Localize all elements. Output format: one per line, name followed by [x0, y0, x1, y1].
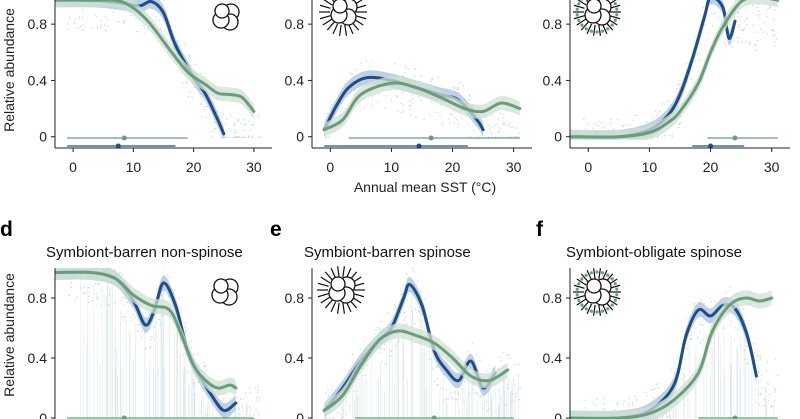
- y-axis-label-bottom: Relative abundance: [1, 273, 17, 397]
- series-green-line: [570, 0, 780, 139]
- range-blue-mean: [708, 143, 714, 149]
- panel-f-title: Symbiont-obligate spinose: [566, 244, 742, 261]
- x-tick-label: 10: [642, 159, 658, 175]
- x-tick-label: 0: [326, 159, 334, 175]
- foram-spinose-symbiont-icon: [573, 268, 621, 316]
- series-green-line: [570, 296, 774, 419]
- series-blue-band: [55, 0, 224, 140]
- series-blue-band: [324, 276, 496, 418]
- series-green-line: [55, 270, 238, 390]
- panel-e-title: Symbiont-barren spinose: [304, 244, 471, 261]
- x-tick-label: 20: [703, 159, 719, 175]
- y-tick-label: 0: [554, 129, 562, 145]
- series-green-line: [322, 81, 522, 132]
- y-tick-label: 0: [554, 410, 562, 419]
- series-green-band: [570, 290, 772, 419]
- y-tick-label: 0.4: [285, 72, 305, 88]
- series-green-band: [570, 0, 778, 141]
- panel-f-plot: [570, 286, 779, 419]
- y-tick-label: 0.8: [543, 290, 563, 306]
- series-blue-band: [55, 268, 236, 419]
- series-green-band: [324, 75, 520, 137]
- range-green-mean: [732, 415, 738, 419]
- y-tick-label: 0.8: [28, 16, 48, 32]
- y-tick-label: 0: [39, 410, 47, 419]
- range-green-mean: [121, 135, 127, 141]
- range-green-mean: [732, 135, 738, 141]
- panel-d-letter: d: [0, 218, 13, 241]
- x-tick-label: 20: [445, 159, 461, 175]
- x-tick-label: 10: [126, 159, 142, 175]
- y-tick-label: 0.4: [543, 72, 563, 88]
- series-green-band: [55, 268, 236, 396]
- panel-b: 0 0.4 0.8 0 10 20 30: [285, 0, 532, 175]
- range-green-mean: [121, 415, 127, 419]
- panel-e-letter: e: [270, 218, 282, 241]
- panel-f: 0 0.4 0.8: [543, 268, 779, 419]
- y-tick-label: 0.4: [28, 350, 48, 366]
- scatter-cloud: [324, 268, 521, 419]
- foram-spinose-icon: [319, 0, 367, 36]
- y-tick-label: 0.8: [543, 16, 563, 32]
- panel-e-plot: [322, 268, 521, 419]
- y-tick-label: 0: [296, 410, 304, 419]
- foram-spinose-icon: [317, 266, 365, 314]
- series-green-line: [55, 0, 256, 113]
- x-tick-label: 20: [186, 159, 202, 175]
- range-green-mean: [428, 135, 434, 141]
- x-tick-label: 30: [764, 159, 780, 175]
- x-tick-label: 30: [506, 159, 522, 175]
- x-tick-label: 0: [584, 159, 592, 175]
- series-green-line: [322, 329, 510, 412]
- x-tick-label: 0: [69, 159, 77, 175]
- y-tick-label: 0: [296, 129, 304, 145]
- x-tick-label: 30: [246, 159, 262, 175]
- panel-f-letter: f: [536, 218, 544, 241]
- panel-a-plot: [55, 0, 261, 140]
- y-tick-label: 0.4: [28, 72, 48, 88]
- panel-d-title: Symbiont-barren non-spinose: [46, 244, 243, 261]
- panel-c-plot: [570, 0, 780, 141]
- panel-c: 0 0.4 0.8 0 10 20 30: [543, 0, 790, 175]
- panel-e: 0 0.4 0.8: [285, 266, 521, 419]
- series-green-band: [55, 0, 254, 119]
- range-blue-mean: [115, 143, 121, 149]
- y-tick-label: 0.8: [28, 290, 48, 306]
- series-green-band: [324, 323, 508, 418]
- range-blue-mean: [416, 143, 422, 149]
- foram-spinose-symbiont-icon: [573, 0, 621, 36]
- y-tick-label: 0.4: [543, 350, 563, 366]
- panel-a: 0 0.4 0.8 0 10 20 30: [28, 0, 272, 175]
- foram-nonspinose-icon: [212, 3, 240, 31]
- y-tick-label: 0: [39, 129, 47, 145]
- x-axis-label: Annual mean SST (°C): [354, 179, 496, 195]
- x-tick-label: 10: [384, 159, 400, 175]
- foram-nonspinose-icon: [211, 278, 239, 306]
- scatter-cloud: [584, 286, 779, 419]
- panel-d: 0 0.4 0.8: [28, 268, 261, 419]
- y-tick-label: 0.4: [285, 350, 305, 366]
- y-tick-label: 0.8: [285, 16, 305, 32]
- series-blue-line: [55, 0, 226, 136]
- range-green-mean: [431, 415, 437, 419]
- series-blue-band: [570, 297, 757, 419]
- panel-b-plot: [322, 60, 522, 138]
- y-tick-label: 0.8: [285, 290, 305, 306]
- y-axis-label-top: Relative abundance: [1, 8, 17, 132]
- plot-area: 0 0.4 0.8 0 10 20 30 0 0.4 0.8 0 10 20 30 0 0.4 0.8 0 10 20…: [28, 0, 790, 419]
